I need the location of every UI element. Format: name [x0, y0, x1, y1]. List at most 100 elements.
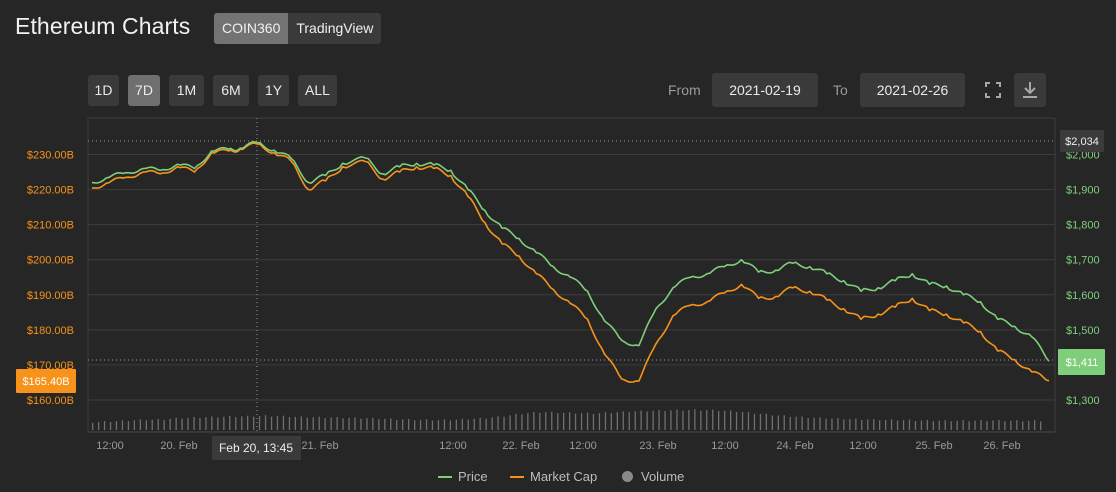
range-7d-button[interactable]: 7D	[128, 75, 160, 106]
current-price-label: $1,411	[1066, 357, 1099, 369]
legend-item-volume[interactable]: Volume	[622, 469, 684, 484]
volume-bar	[652, 410, 654, 430]
volume-bar	[664, 411, 666, 430]
volume-bar	[932, 421, 934, 430]
download-button[interactable]	[1014, 73, 1046, 107]
volume-bar	[551, 411, 553, 430]
legend-volume-label: Volume	[641, 469, 685, 484]
volume-bar	[288, 417, 291, 430]
volume-bar	[425, 419, 428, 430]
volume-bar	[867, 419, 869, 430]
volume-bar	[873, 419, 875, 430]
volume-bar	[306, 417, 308, 430]
volume-bar	[348, 417, 350, 430]
volume-bar	[628, 412, 630, 430]
left-axis-tick-label: $230.00B	[27, 150, 74, 162]
volume-bar	[700, 410, 702, 430]
volume-bar	[694, 409, 696, 430]
volume-bar	[616, 412, 618, 430]
volume-bar	[390, 418, 392, 430]
x-axis-tick-label: 21. Feb	[301, 440, 338, 452]
volume-bar	[771, 415, 773, 430]
legend-item-price[interactable]: Price	[438, 469, 488, 484]
volume-bar	[730, 410, 732, 430]
volume-bar	[759, 413, 762, 430]
volume-bar	[998, 419, 1000, 430]
volume-bar	[282, 415, 285, 430]
volume-bar	[658, 410, 660, 430]
volume-bar	[962, 420, 964, 430]
volume-bar	[515, 413, 517, 430]
volume-bar	[974, 420, 976, 430]
volume-bar	[264, 415, 267, 430]
volume-bar	[503, 416, 505, 430]
volume-bar	[777, 415, 779, 430]
volume-bar	[753, 413, 756, 430]
volume-bar	[1004, 421, 1006, 430]
legend-item-market-cap[interactable]: Market Cap	[510, 469, 597, 484]
range-all-button[interactable]: ALL	[298, 75, 337, 106]
volume-bar	[330, 417, 332, 430]
volume-bar	[968, 421, 970, 430]
volume-bar	[819, 417, 821, 430]
volume-bar	[956, 420, 958, 430]
volume-bar	[920, 420, 923, 430]
volume-bar	[443, 419, 446, 430]
volume-bar	[807, 418, 809, 430]
volume-bar	[598, 413, 601, 430]
volume-bar	[783, 415, 785, 430]
to-date-input[interactable]: 2021-02-26	[860, 73, 965, 107]
x-axis-tick-label: 23. Feb	[639, 440, 676, 452]
volume-bar	[986, 421, 988, 430]
range-1y-button[interactable]: 1Y	[258, 75, 289, 106]
price-swatch	[438, 475, 452, 478]
volume-bar	[902, 420, 905, 430]
price-line[interactable]	[91, 141, 1050, 362]
volume-bar	[586, 412, 589, 430]
volume-bar	[360, 418, 362, 430]
volume-bar	[139, 419, 141, 430]
volume-bar	[366, 418, 368, 430]
volume-bar	[437, 420, 440, 430]
chart-legend: Price Market Cap Volume	[0, 469, 1116, 487]
volume-bar	[1034, 420, 1036, 430]
source-coin360-button[interactable]: COIN360	[214, 13, 289, 44]
from-date-input[interactable]: 2021-02-19	[712, 73, 818, 107]
volume-bar	[521, 414, 523, 430]
volume-bar	[825, 418, 827, 430]
volume-bar	[479, 417, 481, 430]
volume-bar	[211, 416, 213, 430]
range-1m-button[interactable]: 1M	[169, 75, 204, 106]
volume-bar	[109, 422, 112, 430]
range-6m-button[interactable]: 6M	[213, 75, 249, 106]
volume-bar	[276, 416, 279, 430]
market-cap-line[interactable]	[91, 142, 1050, 383]
right-axis-tick-label: $2,000	[1066, 150, 1100, 162]
left-axis-tick-label: $180.00B	[27, 325, 74, 337]
volume-bar	[354, 417, 356, 430]
crosshair-market-cap-badge	[16, 369, 76, 393]
left-axis-tick-label: $210.00B	[27, 220, 74, 232]
right-axis-tick-label: $1,500	[1066, 325, 1100, 337]
volume-bar	[217, 417, 219, 430]
x-axis-tick-label: 12:00	[439, 440, 467, 452]
volume-bar	[718, 411, 720, 430]
legend-market-cap-label: Market Cap	[530, 469, 598, 484]
volume-bar	[747, 412, 750, 430]
volume-bar	[509, 415, 511, 430]
volume-bar	[491, 417, 493, 430]
range-1d-button[interactable]: 1D	[88, 75, 119, 106]
volume-bar	[622, 411, 624, 430]
volume-bar	[539, 412, 541, 430]
volume-bar	[414, 420, 416, 430]
source-tradingview-button[interactable]: TradingView	[296, 20, 374, 36]
fullscreen-icon[interactable]	[983, 80, 1003, 100]
volume-bar	[885, 419, 887, 430]
volume-bar	[163, 419, 165, 430]
volume-bar	[318, 416, 320, 430]
volume-bar	[372, 417, 374, 430]
volume-bar	[735, 412, 738, 430]
crosshair-market-cap-label: $165.40B	[22, 376, 69, 388]
volume-bar	[843, 419, 845, 430]
